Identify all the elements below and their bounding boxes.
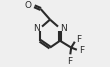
Text: N: N (33, 24, 40, 33)
Text: O: O (25, 1, 32, 10)
Text: F: F (79, 46, 84, 55)
Text: F: F (76, 35, 81, 44)
Text: F: F (67, 57, 72, 66)
Text: N: N (60, 24, 67, 33)
